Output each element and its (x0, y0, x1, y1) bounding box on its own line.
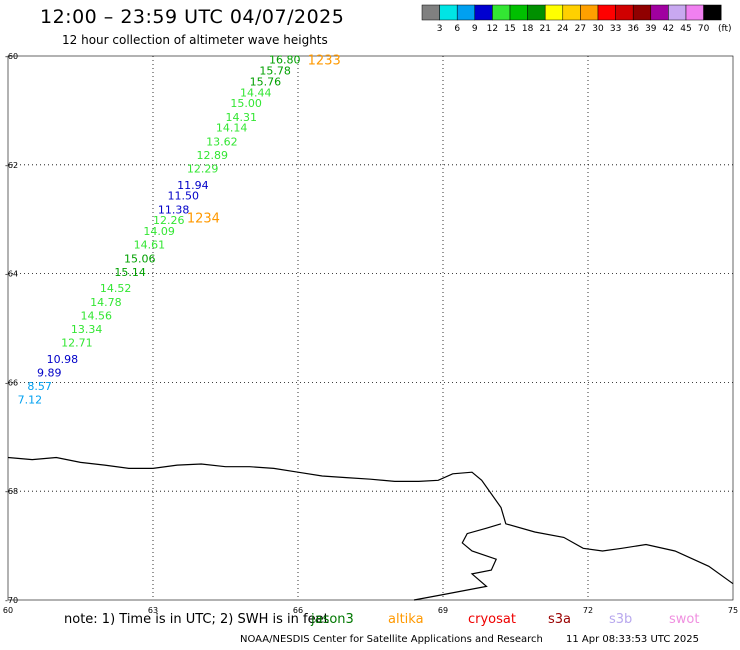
wave-height-label: 14.09 (143, 225, 175, 238)
longitude-tick-label: 72 (583, 606, 593, 615)
color-swatch (544, 4, 564, 21)
wave-height-label: 15.14 (114, 266, 146, 279)
satellite-legend-entry: jason3 (311, 612, 354, 627)
latitude-tick-label: -64 (5, 270, 18, 279)
pass-time-label: 1233 (308, 54, 341, 69)
color-scale-unit: (ft) (718, 24, 732, 34)
color-swatch (474, 4, 493, 21)
wave-height-label: 14.78 (90, 296, 122, 309)
color-swatch (650, 4, 669, 21)
wave-height-label: 8.57 (27, 380, 52, 393)
color-swatch (580, 4, 599, 21)
color-scale-label: 30 (592, 24, 604, 34)
longitude-tick-label: 75 (728, 606, 738, 615)
wave-height-label: 13.34 (71, 323, 103, 336)
wave-height-label: 11.50 (168, 190, 200, 203)
color-scale-label: 6 (454, 24, 460, 34)
color-scale-label: 45 (680, 24, 691, 34)
satellite-legend-entry: cryosat (468, 612, 516, 627)
color-swatch (685, 4, 704, 21)
wave-height-label: 12.89 (197, 149, 229, 162)
longitude-tick-label: 63 (148, 606, 158, 615)
color-scale-label: 36 (627, 24, 639, 34)
wave-height-label: 14.56 (81, 309, 113, 322)
wave-height-label: 7.12 (18, 394, 42, 407)
longitude-tick-label: 69 (438, 606, 448, 615)
satellite-legend-entry: s3b (609, 612, 633, 627)
color-swatch (456, 4, 476, 21)
map-frame (7, 55, 734, 601)
wave-height-label: 14.14 (216, 122, 248, 135)
longitude-tick-label: 66 (293, 606, 303, 615)
longitude-tick-label: 60 (3, 606, 13, 615)
satellite-legend-entry: swot (669, 612, 700, 627)
latitude-tick-label: -66 (5, 378, 18, 387)
color-swatch (527, 4, 546, 21)
wave-height-label: 14.44 (240, 86, 272, 99)
wave-height-label: 15.76 (250, 75, 282, 88)
wave-height-label: 16.80 (269, 54, 301, 67)
wave-height-label: 15.00 (230, 97, 261, 110)
antarctic-coastline (7, 456, 734, 585)
wave-height-label: 12.26 (153, 214, 185, 227)
latitude-tick-label: -70 (5, 596, 18, 605)
wave-height-observations: 16.8015.7815.7614.4415.0014.3114.1413.62… (18, 54, 301, 407)
page-title: 12:00 – 23:59 UTC 04/07/2025 (40, 6, 345, 28)
color-scale-label: 70 (698, 24, 710, 34)
wave-height-label: 14.31 (226, 111, 258, 124)
color-swatch (562, 4, 581, 21)
credit-line: NOAA/NESDIS Center for Satellite Applica… (240, 634, 543, 645)
satellite-legend-entry: altika (388, 612, 424, 627)
color-scale-label: 3 (437, 24, 443, 34)
color-scale-label: 12 (487, 24, 498, 34)
wave-height-label: 14.61 (134, 239, 166, 252)
latitude-tick-label: -62 (5, 161, 18, 170)
color-scale-label: 18 (522, 24, 534, 34)
color-scale-label: 15 (504, 24, 515, 34)
wave-height-label: 10.98 (47, 353, 79, 366)
color-scale-label: 33 (610, 24, 621, 34)
generation-timestamp: 11 Apr 08:33:53 UTC 2025 (566, 634, 699, 645)
color-scale-bar: 3 6 9 12 15 18 21 24 27 30 33 36 39 42 45 70 (ft) (421, 4, 732, 34)
color-swatch (421, 4, 440, 21)
color-swatch (615, 4, 634, 21)
color-scale-label: 39 (645, 24, 657, 34)
color-swatch (668, 4, 687, 21)
latitude-tick-label: -68 (5, 487, 18, 496)
color-swatch (632, 4, 652, 21)
wave-height-label: 9.89 (37, 367, 62, 380)
pass-time-labels: 1233 1234 (187, 54, 341, 227)
pass-time-label: 1234 (187, 211, 220, 226)
color-scale-label: 27 (575, 24, 586, 34)
color-scale-label: 24 (557, 24, 569, 34)
color-scale-label: 21 (539, 24, 550, 34)
wave-height-label: 14.52 (100, 282, 132, 295)
wave-height-label: 15.78 (259, 65, 291, 78)
footer-note: note: 1) Time is in UTC; 2) SWH is in fe… (64, 612, 329, 627)
wave-height-label: 15.06 (124, 252, 156, 265)
wave-height-label: 12.71 (61, 337, 93, 350)
wave-height-label: 12.29 (187, 163, 219, 176)
satellite-legend-entry: s3a (548, 612, 572, 627)
color-scale-label: 9 (472, 24, 478, 34)
color-scale-label: 42 (663, 24, 674, 34)
page-subtitle: 12 hour collection of altimeter wave hei… (62, 33, 328, 47)
color-swatch (492, 4, 511, 21)
wave-height-label: 13.62 (206, 135, 238, 148)
color-swatch (509, 4, 528, 21)
color-swatch (439, 4, 458, 21)
coastline-inlet (413, 523, 502, 601)
wave-height-label: 11.94 (177, 179, 209, 192)
latitude-tick-label: -60 (5, 52, 18, 61)
color-swatch (703, 4, 722, 21)
graticule (7, 55, 734, 601)
wave-height-label: 11.38 (158, 203, 190, 216)
color-swatch (597, 4, 616, 21)
